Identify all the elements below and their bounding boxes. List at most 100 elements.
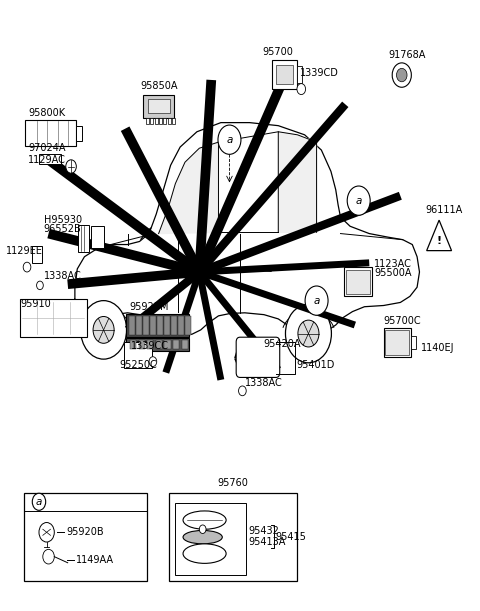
Text: 1129AC: 1129AC	[28, 155, 66, 166]
Bar	[164, 340, 170, 349]
Text: a: a	[36, 497, 42, 507]
Bar	[156, 340, 162, 349]
Text: 95415: 95415	[276, 532, 306, 542]
Bar	[24, 492, 147, 581]
Circle shape	[39, 522, 54, 542]
Bar	[24, 120, 76, 146]
Circle shape	[81, 301, 127, 359]
Bar	[150, 316, 156, 335]
Bar	[384, 328, 411, 357]
Text: 1339CD: 1339CD	[300, 68, 339, 78]
Circle shape	[297, 84, 306, 95]
Ellipse shape	[183, 544, 226, 563]
Bar	[151, 118, 154, 124]
Text: 1338AC: 1338AC	[44, 271, 82, 281]
Text: 95910: 95910	[21, 299, 51, 309]
Text: !: !	[436, 236, 442, 246]
Bar	[297, 66, 302, 83]
Circle shape	[36, 281, 43, 290]
Bar	[144, 316, 149, 335]
Polygon shape	[278, 132, 317, 232]
Bar	[411, 336, 416, 349]
Text: H95930: H95930	[44, 215, 82, 225]
Text: 96111A: 96111A	[426, 205, 463, 215]
Text: a: a	[226, 134, 233, 145]
Circle shape	[32, 493, 46, 510]
Bar	[173, 340, 179, 349]
Text: 95920B: 95920B	[67, 527, 104, 537]
Text: 95413A: 95413A	[249, 537, 286, 547]
Circle shape	[286, 304, 331, 363]
Bar	[147, 340, 154, 349]
Bar	[148, 100, 169, 113]
Circle shape	[199, 525, 206, 533]
Bar	[144, 95, 174, 118]
Bar	[136, 316, 142, 335]
Circle shape	[347, 186, 370, 215]
Text: 95700: 95700	[263, 48, 294, 57]
Bar	[181, 340, 188, 349]
Text: 1129EE: 1129EE	[6, 246, 43, 255]
Bar	[159, 118, 162, 124]
Bar	[164, 316, 170, 335]
Text: 95432: 95432	[249, 526, 279, 536]
Bar	[171, 316, 177, 335]
Text: 95250C: 95250C	[120, 360, 157, 370]
Polygon shape	[158, 142, 218, 233]
Bar	[146, 118, 149, 124]
Circle shape	[305, 286, 328, 315]
Text: a: a	[313, 296, 320, 306]
Bar	[124, 342, 152, 368]
Bar	[129, 316, 135, 335]
Text: 1339CC: 1339CC	[131, 341, 169, 351]
Text: 95760: 95760	[218, 478, 249, 488]
Text: 1123AC: 1123AC	[374, 259, 412, 269]
Bar	[346, 269, 370, 294]
Text: 95420A: 95420A	[263, 339, 300, 349]
Bar	[272, 60, 297, 89]
Circle shape	[23, 262, 31, 272]
Circle shape	[66, 160, 76, 173]
Bar	[169, 492, 298, 581]
Bar	[76, 126, 82, 141]
Bar	[130, 340, 136, 349]
Text: a: a	[356, 196, 362, 206]
Bar	[39, 155, 60, 164]
Ellipse shape	[183, 530, 222, 544]
Bar	[385, 331, 409, 355]
Bar	[20, 299, 87, 337]
Circle shape	[149, 357, 157, 367]
Bar	[139, 340, 145, 349]
Bar	[157, 316, 163, 335]
Bar	[126, 314, 189, 337]
Text: 95925M: 95925M	[129, 302, 168, 312]
FancyBboxPatch shape	[236, 337, 280, 378]
Bar	[155, 118, 157, 124]
Text: 1149AA: 1149AA	[76, 555, 114, 565]
Text: 95850A: 95850A	[140, 81, 178, 91]
Bar	[91, 226, 104, 247]
Circle shape	[298, 320, 319, 347]
Circle shape	[93, 316, 114, 343]
Text: 96552B: 96552B	[44, 224, 82, 234]
Text: 95800K: 95800K	[28, 108, 65, 119]
Bar	[185, 316, 191, 335]
Ellipse shape	[183, 511, 226, 529]
Text: 91768A: 91768A	[388, 51, 426, 60]
Bar	[344, 267, 372, 296]
Text: 97024A: 97024A	[28, 143, 65, 153]
Polygon shape	[73, 123, 420, 336]
Text: 1140EJ: 1140EJ	[421, 343, 455, 353]
Circle shape	[239, 386, 246, 396]
Bar	[126, 338, 189, 351]
Bar	[179, 316, 184, 335]
Text: 95700C: 95700C	[384, 316, 421, 326]
Bar	[172, 118, 175, 124]
Circle shape	[396, 68, 407, 82]
Bar	[163, 118, 166, 124]
Circle shape	[392, 63, 411, 87]
Polygon shape	[141, 227, 152, 240]
Bar	[168, 118, 170, 124]
Circle shape	[218, 125, 241, 155]
Text: 95401D: 95401D	[297, 359, 335, 370]
